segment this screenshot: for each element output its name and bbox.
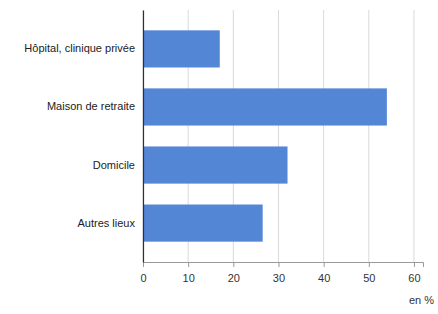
x-tick: 40 bbox=[318, 262, 330, 284]
y-tick: Maison de retraite bbox=[47, 100, 135, 112]
x-axis-line bbox=[144, 263, 424, 268]
x-tick-label: 40 bbox=[318, 272, 330, 284]
x-tick-mark bbox=[188, 262, 189, 267]
bar bbox=[143, 30, 220, 67]
bar bbox=[143, 146, 288, 183]
y-axis-line bbox=[143, 11, 144, 263]
x-tick-label: 30 bbox=[273, 272, 285, 284]
x-tick-mark bbox=[278, 262, 279, 267]
grid bbox=[143, 10, 414, 262]
x-tick-label: 10 bbox=[183, 272, 195, 284]
y-tick-label: Maison de retraite bbox=[47, 100, 135, 112]
x-tick: 50 bbox=[363, 262, 375, 284]
x-tick-label: 20 bbox=[228, 272, 240, 284]
x-tick-label: 60 bbox=[408, 272, 420, 284]
x-tick: 20 bbox=[228, 262, 240, 284]
x-tick-label: 50 bbox=[363, 272, 375, 284]
grid-line bbox=[143, 10, 144, 262]
y-tick-label: Domicile bbox=[93, 159, 135, 171]
y-tick: Domicile bbox=[93, 159, 135, 171]
x-tick: 10 bbox=[183, 262, 195, 284]
bar bbox=[143, 205, 263, 242]
x-axis: 0 10 20 30 40 50 60 bbox=[140, 262, 423, 284]
bars bbox=[143, 30, 387, 241]
y-tick-label: Hôpital, clinique privée bbox=[24, 42, 135, 54]
bar bbox=[143, 88, 387, 125]
y-tick: Autres lieux bbox=[78, 217, 136, 229]
grid-line bbox=[413, 10, 414, 262]
y-axis: Hôpital, clinique privée Maison de retrai… bbox=[24, 11, 143, 263]
grid-line bbox=[323, 10, 324, 262]
grid-line bbox=[368, 10, 369, 262]
y-tick: Hôpital, clinique privée bbox=[24, 42, 135, 54]
x-tick-mark bbox=[324, 262, 325, 267]
x-tick-mark bbox=[143, 262, 144, 267]
x-tick: 0 bbox=[140, 262, 146, 284]
x-tick-label: 0 bbox=[140, 272, 146, 284]
x-tick-mark bbox=[369, 262, 370, 267]
grid-line bbox=[278, 10, 279, 262]
x-tick: 60 bbox=[408, 262, 420, 284]
x-axis-title: en % bbox=[409, 294, 434, 306]
x-tick: 30 bbox=[273, 262, 285, 284]
x-tick-mark bbox=[414, 262, 415, 267]
y-tick-label: Autres lieux bbox=[78, 217, 136, 229]
x-tick-mark bbox=[233, 262, 234, 267]
chart: 0 10 20 30 40 50 60 Hôpital, clinique privée Mai… bbox=[0, 0, 438, 314]
